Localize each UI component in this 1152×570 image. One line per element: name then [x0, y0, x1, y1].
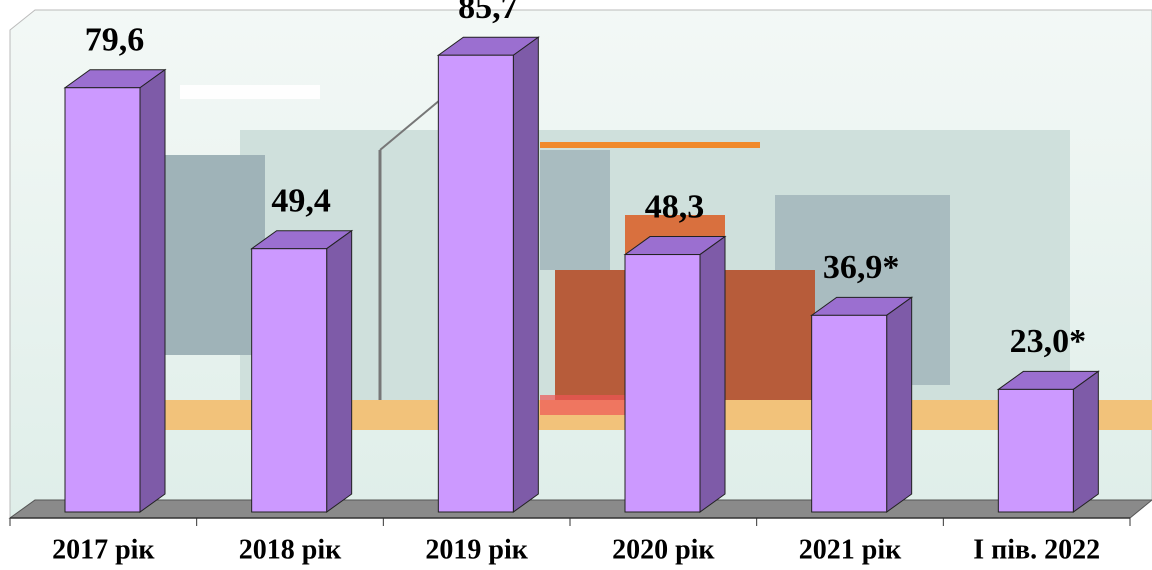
- chart: 79,6 2017 рік 49,4 2018 рік 85,7 2019 рік 48,3…: [0, 0, 1152, 570]
- bar-side: [1073, 371, 1098, 512]
- value-label: 85,7: [458, 0, 518, 26]
- bar: [998, 389, 1073, 512]
- bar-side: [327, 231, 352, 512]
- bar-side: [887, 297, 912, 512]
- x-tick-label: 2021 рік: [799, 534, 902, 565]
- bar: [438, 55, 513, 512]
- bar-side: [513, 37, 538, 512]
- bar: [252, 249, 327, 512]
- bar: [65, 88, 140, 512]
- value-label: 36,9*: [823, 249, 900, 286]
- x-tick-label: 2020 рік: [612, 534, 715, 565]
- bar-side: [140, 70, 165, 512]
- x-tick-label: 2017 рік: [52, 534, 155, 565]
- x-tick-label: 2019 рік: [425, 534, 528, 565]
- x-tick-label: I пів. 2022: [973, 534, 1100, 565]
- bar: [625, 255, 700, 512]
- bar-side: [700, 237, 725, 512]
- bar: [812, 315, 887, 512]
- value-label: 48,3: [645, 188, 705, 225]
- floor: [10, 500, 1152, 518]
- value-label: 49,4: [271, 182, 331, 219]
- value-label: 23,0*: [1010, 323, 1087, 360]
- background: [10, 10, 1152, 518]
- value-label: 79,6: [85, 22, 145, 59]
- x-tick-label: 2018 рік: [239, 534, 342, 565]
